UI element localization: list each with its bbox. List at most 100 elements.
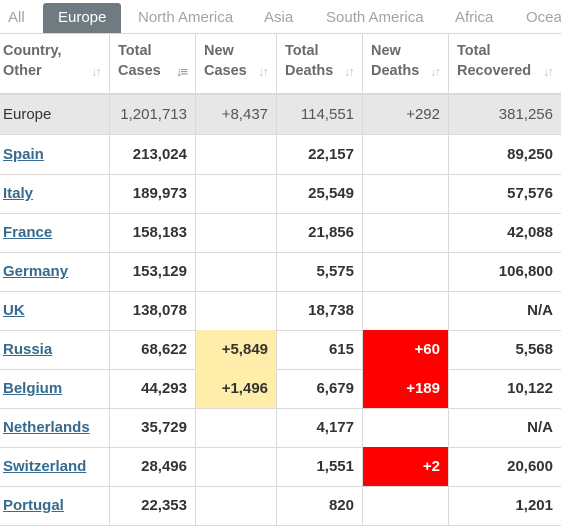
header-new-deaths[interactable]: New Deaths ↓↑ (362, 33, 448, 93)
header-total-cases-line2: Cases (118, 63, 161, 79)
tab-europe[interactable]: Europe (43, 3, 122, 33)
tab-oceania[interactable]: Ocea (526, 9, 561, 26)
total-deaths-cell: 25,549 (276, 174, 362, 213)
total-deaths-cell: 4,177 (276, 408, 362, 447)
new-cases-cell: +1,496 (195, 369, 276, 408)
new-deaths-cell: +60 (362, 330, 448, 369)
sort-icon[interactable]: ↓↑ (344, 64, 355, 79)
table-row: Belgium 44,293 +1,496 6,679 +189 10,122 (0, 369, 561, 409)
total-recovered-cell: N/A (448, 408, 561, 447)
country-cell: Portugal (0, 486, 109, 525)
sort-icon[interactable]: ↓↑ (258, 64, 269, 79)
total-deaths-cell: 5,575 (276, 252, 362, 291)
country-cell: Italy (0, 174, 109, 213)
new-cases-cell (195, 486, 276, 525)
sort-icon[interactable]: ↓↑ (91, 64, 102, 79)
table-row: Germany 153,129 5,575 106,800 (0, 252, 561, 292)
country-link[interactable]: Switzerland (3, 458, 87, 475)
table-row: Spain 213,024 22,157 89,250 (0, 135, 561, 175)
new-deaths-cell: +189 (362, 369, 448, 408)
sort-desc-icon[interactable]: ↓≡ (175, 64, 188, 79)
country-cell: Switzerland (0, 447, 109, 486)
total-recovered-cell: 10,122 (448, 369, 561, 408)
table-row: UK 138,078 18,738 N/A (0, 291, 561, 331)
header-new-deaths-line2: Deaths (371, 63, 420, 79)
tab-north-america[interactable]: North America (138, 9, 234, 26)
new-cases-cell (195, 291, 276, 330)
table-row: Russia 68,622 +5,849 615 +60 5,568 (0, 330, 561, 370)
country-link[interactable]: Russia (3, 341, 53, 358)
tab-all[interactable]: All (8, 9, 25, 26)
country-cell: UK (0, 291, 109, 330)
tab-asia[interactable]: Asia (264, 9, 294, 26)
total-cases-cell: 153,129 (109, 252, 195, 291)
country-link[interactable]: Netherlands (3, 419, 90, 436)
header-new-deaths-line1: New (371, 43, 401, 59)
total-new-deaths: +292 (362, 95, 448, 134)
country-link[interactable]: Spain (3, 146, 44, 163)
new-cases-cell (195, 174, 276, 213)
new-deaths-cell: +2 (362, 447, 448, 486)
country-link[interactable]: UK (3, 302, 25, 319)
new-cases-cell: +5,849 (195, 330, 276, 369)
country-link[interactable]: Belgium (3, 380, 63, 397)
header-total-deaths-line1: Total (285, 43, 319, 59)
total-cases-cell: 189,973 (109, 174, 195, 213)
country-link[interactable]: France (3, 224, 53, 241)
sort-icon[interactable]: ↓↑ (543, 64, 554, 79)
country-link[interactable]: Germany (3, 263, 69, 280)
total-row: Europe 1,201,713 +8,437 114,551 +292 381… (0, 95, 561, 135)
total-cases-cell: 35,729 (109, 408, 195, 447)
header-new-cases-line1: New (204, 43, 234, 59)
country-link[interactable]: Portugal (3, 497, 64, 514)
new-deaths-cell (362, 486, 448, 525)
new-cases-cell (195, 135, 276, 174)
tab-south-america[interactable]: South America (326, 9, 424, 26)
header-country[interactable]: Country, Other ↓↑ (0, 33, 109, 93)
total-recovered-cell: 42,088 (448, 213, 561, 252)
table-row: Italy 189,973 25,549 57,576 (0, 174, 561, 214)
tab-africa[interactable]: Africa (455, 9, 494, 26)
total-recovered-cell: 20,600 (448, 447, 561, 486)
total-region-name: Europe (3, 106, 52, 123)
header-total-deaths-line2: Deaths (285, 63, 334, 79)
new-deaths-cell (362, 213, 448, 252)
new-deaths-cell (362, 408, 448, 447)
header-total-deaths[interactable]: Total Deaths ↓↑ (276, 33, 362, 93)
total-total-deaths: 114,551 (276, 95, 362, 134)
total-deaths-cell: 615 (276, 330, 362, 369)
table-header: Country, Other ↓↑ Total Cases ↓≡ New Cas… (0, 33, 561, 95)
total-cases-cell: 28,496 (109, 447, 195, 486)
new-deaths-cell (362, 252, 448, 291)
table-row: Portugal 22,353 820 1,201 (0, 486, 561, 526)
total-total-recovered: 381,256 (448, 95, 561, 134)
country-cell: France (0, 213, 109, 252)
country-link[interactable]: Italy (3, 185, 34, 202)
total-deaths-cell: 22,157 (276, 135, 362, 174)
country-cell: Belgium (0, 369, 109, 408)
total-deaths-cell: 820 (276, 486, 362, 525)
header-total-cases[interactable]: Total Cases ↓≡ (109, 33, 195, 93)
total-cases-cell: 213,024 (109, 135, 195, 174)
total-cases-cell: 138,078 (109, 291, 195, 330)
new-cases-cell (195, 252, 276, 291)
new-cases-cell (195, 408, 276, 447)
total-deaths-cell: 1,551 (276, 447, 362, 486)
header-country-line2: Other (3, 63, 42, 79)
table-row: Netherlands 35,729 4,177 N/A (0, 408, 561, 448)
total-cases-cell: 44,293 (109, 369, 195, 408)
total-deaths-cell: 18,738 (276, 291, 362, 330)
total-deaths-cell: 21,856 (276, 213, 362, 252)
new-cases-cell (195, 213, 276, 252)
total-cases-cell: 158,183 (109, 213, 195, 252)
region-tabs: All Europe North America Asia South Amer… (0, 0, 561, 34)
header-total-recovered-line1: Total (457, 43, 491, 59)
header-total-recovered[interactable]: Total Recovered ↓↑ (448, 33, 561, 93)
country-cell: Germany (0, 252, 109, 291)
new-deaths-cell (362, 135, 448, 174)
header-country-line1: Country, (3, 43, 62, 59)
sort-icon[interactable]: ↓↑ (430, 64, 441, 79)
country-cell: Russia (0, 330, 109, 369)
total-recovered-cell: 106,800 (448, 252, 561, 291)
header-new-cases[interactable]: New Cases ↓↑ (195, 33, 276, 93)
